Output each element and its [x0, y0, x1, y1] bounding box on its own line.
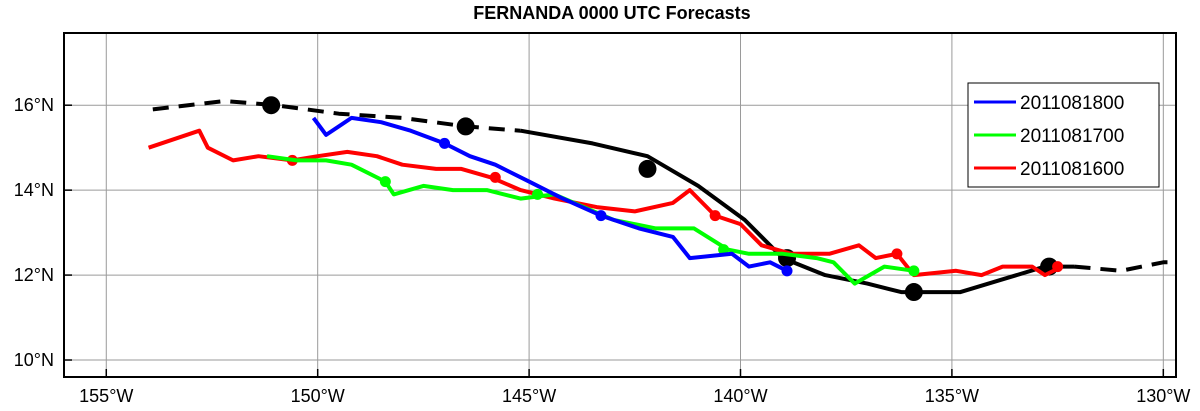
legend-label: 2011081800 [1020, 93, 1124, 114]
legend-label: 2011081600 [1020, 159, 1124, 180]
track-point-marker [638, 159, 657, 178]
track-point-marker [781, 265, 793, 277]
x-tick-label: 150°W [291, 386, 345, 406]
track-line-dashed [1074, 260, 1176, 273]
x-tick-label: 135°W [925, 386, 979, 406]
series-layer [147, 96, 1176, 302]
y-tick-label: 14°N [14, 180, 54, 200]
series-2011081700 [266, 154, 920, 286]
plot-area-frame [63, 32, 1177, 378]
x-tick-label: 155°W [79, 386, 133, 406]
y-tick-label: 12°N [14, 265, 54, 285]
y-axis-ticks: 10°N 12°N 14°N 16°N [14, 95, 72, 370]
track-point-marker [489, 171, 501, 183]
series-2011081600 [147, 128, 1064, 278]
track-point-marker [718, 244, 730, 256]
track-point-marker [891, 248, 903, 260]
track-point-marker [908, 265, 920, 277]
x-axis-ticks: 155°W 150°W 145°W 140°W 135°W 130°W [79, 369, 1190, 406]
x-tick-label: 130°W [1136, 386, 1190, 406]
series-2011081800 [311, 115, 793, 277]
track-point-marker [456, 117, 475, 136]
forecast-line [311, 115, 788, 273]
track-point-marker [262, 96, 281, 115]
forecast-line [266, 154, 915, 286]
track-point-marker [595, 210, 607, 222]
y-tick-label: 10°N [14, 350, 54, 370]
track-point-marker [532, 188, 544, 200]
chart-title: FERNANDA 0000 UTC Forecasts [473, 3, 750, 23]
legend: 2011081800 2011081700 2011081600 [967, 82, 1160, 188]
x-tick-label: 140°W [713, 386, 767, 406]
track-line-solid [520, 128, 1075, 295]
track-point-marker [904, 283, 923, 302]
track-point-marker [379, 176, 391, 188]
track-point-marker [709, 210, 721, 222]
legend-label: 2011081700 [1020, 126, 1124, 147]
track-point-marker [439, 137, 451, 149]
x-tick-label: 145°W [502, 386, 556, 406]
forecast-line [147, 128, 1063, 278]
track-point-marker [1052, 261, 1064, 273]
y-tick-label: 16°N [14, 95, 54, 115]
